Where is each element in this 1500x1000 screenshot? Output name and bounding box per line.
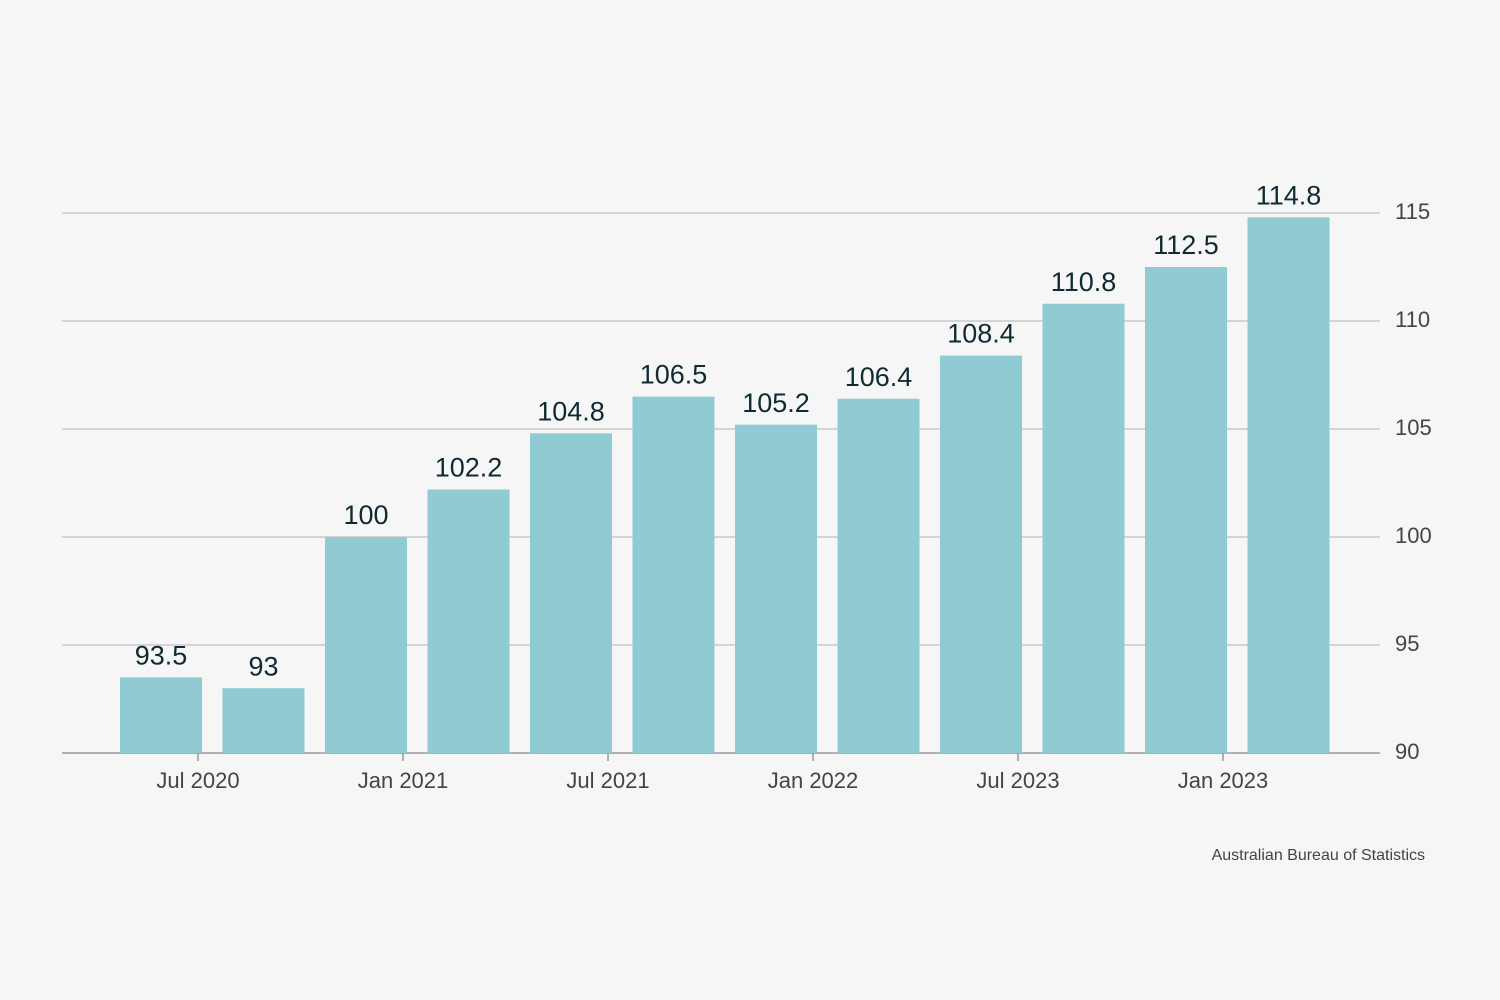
bar [120, 677, 202, 753]
x-tick-label: Jan 2021 [358, 768, 449, 793]
x-tick-label: Jan 2022 [768, 768, 859, 793]
value-label: 106.4 [845, 362, 913, 392]
x-tick-label: Jul 2021 [566, 768, 649, 793]
bar [1042, 303, 1125, 753]
bar [222, 688, 305, 753]
y-tick-label: 115 [1395, 199, 1430, 224]
x-tick-label: Jan 2023 [1178, 768, 1269, 793]
x-tick-label: Jul 2020 [156, 768, 239, 793]
value-label: 106.5 [640, 360, 708, 390]
value-label: 108.4 [947, 319, 1015, 349]
x-tick-label: Jul 2023 [976, 768, 1059, 793]
value-label: 100 [343, 500, 388, 530]
y-tick-label: 95 [1395, 631, 1419, 656]
bar [427, 489, 510, 753]
bar [1247, 217, 1330, 753]
bar [325, 537, 407, 753]
value-label: 93.5 [135, 641, 188, 671]
y-tick-label: 90 [1395, 739, 1419, 764]
bar [940, 355, 1022, 753]
y-tick-label: 100 [1395, 523, 1432, 548]
bar [632, 396, 715, 753]
value-label: 93 [248, 651, 278, 681]
value-label: 112.5 [1153, 230, 1219, 260]
value-label: 104.8 [537, 396, 605, 426]
value-label: 102.2 [435, 453, 503, 483]
bar [1145, 267, 1227, 753]
y-tick-label: 105 [1395, 415, 1432, 440]
y-tick-label: 110 [1395, 307, 1430, 332]
bar [735, 424, 817, 753]
value-label: 114.8 [1256, 180, 1322, 210]
source: Australian Bureau of Statistics [1212, 847, 1425, 864]
bar [530, 433, 612, 753]
bar [837, 398, 920, 753]
value-label: 110.8 [1051, 267, 1117, 297]
value-label: 105.2 [742, 388, 810, 418]
